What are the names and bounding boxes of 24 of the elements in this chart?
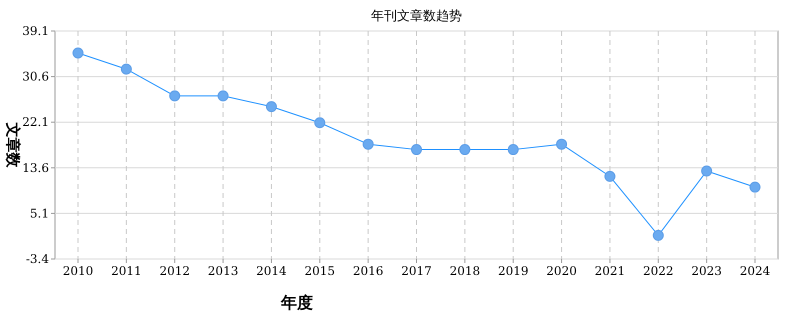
x-tick-label: 2022	[643, 264, 674, 278]
x-tick-label: 2011	[111, 264, 142, 278]
x-tick-label: 2013	[208, 264, 238, 278]
y-tick-label: 39.1	[22, 24, 49, 38]
x-tick-label: 2023	[691, 264, 722, 278]
y-axis-title: 文章数	[4, 122, 22, 168]
chart-title: 年刊文章数趋势	[371, 9, 462, 24]
x-tick-label: 2016	[352, 264, 384, 278]
y-tick-label: 30.6	[22, 70, 49, 84]
x-axis-title: 年度	[280, 293, 313, 312]
x-tick-label: 2010	[62, 264, 94, 278]
x-tick-label: 2014	[256, 264, 288, 278]
y-tick-label: 13.6	[22, 160, 49, 175]
x-tick-label: 2021	[594, 264, 626, 278]
x-tick-label: 2024	[740, 264, 771, 278]
x-tick-label: 2017	[401, 264, 432, 278]
x-tick-label: 2018	[450, 264, 480, 278]
x-tick-label: 2012	[159, 264, 190, 278]
y-tick-label: -3.4	[26, 252, 50, 266]
y-tick-label: 22.1	[22, 115, 49, 130]
y-tick-label: 5.1	[30, 206, 49, 220]
x-tick-label: 2015	[304, 264, 336, 278]
x-tick-label: 2019	[498, 264, 528, 278]
x-tick-label: 2020	[546, 264, 577, 278]
